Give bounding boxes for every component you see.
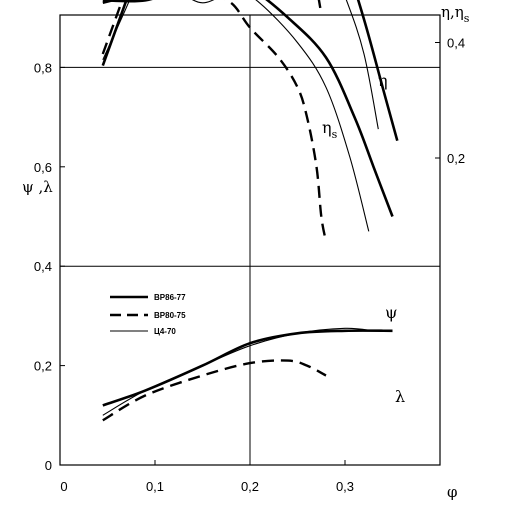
x-tick-label: 0,3 xyxy=(336,479,354,494)
curve-lambda-vr80-75 xyxy=(102,359,327,422)
x-tick-label: 0 xyxy=(60,479,67,494)
x-axis-label: φ xyxy=(447,483,458,501)
right-tick-label: 0,4 xyxy=(447,36,465,51)
annotation-lambda: λ xyxy=(395,387,405,406)
annotation-eta: η xyxy=(378,71,388,90)
right-axis-label-main: η,η xyxy=(441,3,464,21)
tick-labels: 00,10,20,300,20,40,60,81,00,20,40,60,8 xyxy=(34,36,465,495)
tick-marks xyxy=(59,42,440,466)
legend-label-vr80-75: ВР80-75 xyxy=(154,311,186,320)
curve-psi-vr80-75 xyxy=(102,0,328,242)
left-tick-label: 0,2 xyxy=(34,359,52,374)
curve-eta-s-vr86-77 xyxy=(101,0,399,142)
legend-label-c4-70: Ц4-70 xyxy=(154,327,176,336)
right-axis-label-sub: s xyxy=(464,12,470,25)
left-axis-label: ψ ,λ xyxy=(22,178,53,196)
annotation-eta-s-sub: s xyxy=(332,128,338,141)
curve-psi-c4-70 xyxy=(192,0,370,232)
right-tick-label: 0,2 xyxy=(447,151,465,166)
curve-psi-vr86-77 xyxy=(102,0,394,217)
curve-eta-s-c4-70 xyxy=(102,0,379,130)
annotation-eta-s-main: η xyxy=(322,118,332,137)
grid-lines xyxy=(60,15,440,465)
left-tick-label: 0 xyxy=(45,458,52,473)
left-tick-label: 0,8 xyxy=(34,60,52,75)
curve-lambda-c4-70 xyxy=(102,327,374,416)
x-tick-label: 0,1 xyxy=(146,479,164,494)
legend: ВР86-77 ВР80-75 Ц4-70 xyxy=(110,293,186,336)
annotation-eta-s: ηs xyxy=(322,118,338,141)
curve-lambda-vr86-77 xyxy=(102,329,393,407)
legend-label-vr86-77: ВР86-77 xyxy=(154,293,186,302)
left-tick-label: 0,4 xyxy=(34,259,52,274)
curve-eta-s-vr80-75 xyxy=(101,0,323,55)
curves xyxy=(101,0,399,422)
left-tick-label: 0,6 xyxy=(34,160,52,175)
right-axis-label: η,ηs xyxy=(441,3,470,25)
x-tick-label: 0,2 xyxy=(241,479,259,494)
annotation-psi: ψ xyxy=(385,303,398,322)
